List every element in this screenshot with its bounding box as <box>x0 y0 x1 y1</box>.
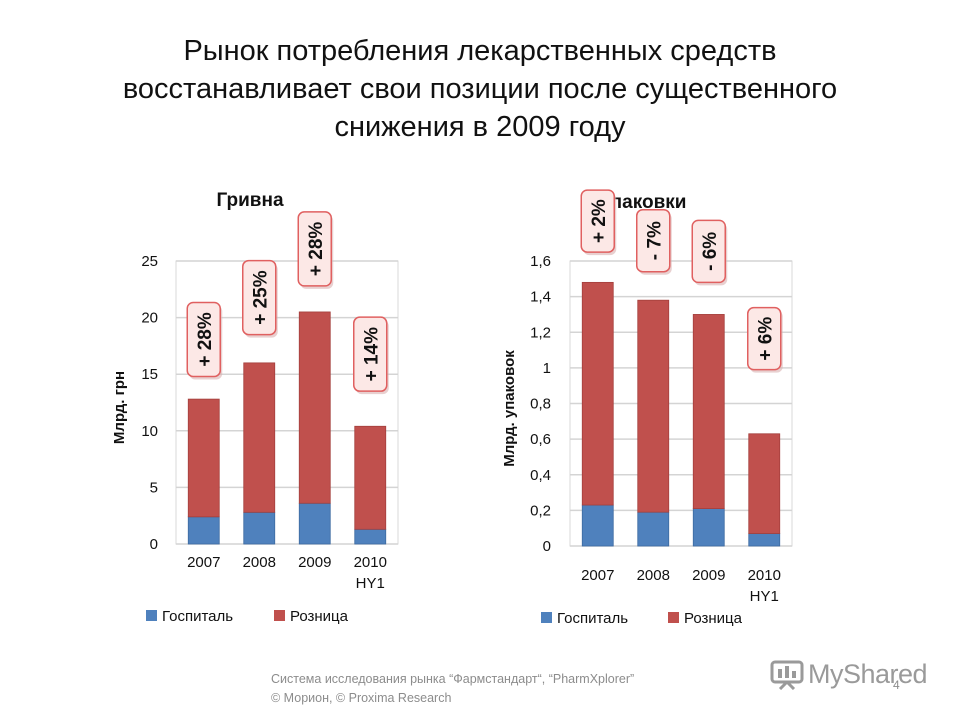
chart2-bar-hospital <box>637 511 670 547</box>
chart1-growth-label: + 28% <box>195 312 216 367</box>
chart2-y-tick-label: 1,4 <box>530 289 551 306</box>
chart2-y-tick-label: 0,8 <box>530 396 551 413</box>
chart1-x-tick-label: 2009 <box>298 554 331 571</box>
chart1-x-tick-label: HY1 <box>356 575 385 592</box>
chart1-bar-hospital <box>354 528 387 545</box>
chart1-bar-retail <box>243 362 276 513</box>
chart1-growth-badge <box>186 301 221 378</box>
chart2-y-axis-label: Млрд. упаковок <box>501 350 518 467</box>
chart2-growth-label: + 2% <box>589 199 610 243</box>
chart1-y-axis-label: Млрд. грн <box>111 371 128 444</box>
chart1-legend-label: Розница <box>290 608 349 625</box>
watermark: MyShared <box>770 656 928 692</box>
chart2-legend-label: Розница <box>684 610 743 627</box>
chart1-y-tick-label: 5 <box>150 479 158 496</box>
chart2-bar-retail <box>748 433 781 534</box>
chart2-growth-label: - 7% <box>644 221 665 260</box>
chart1-legend-swatch <box>146 610 157 621</box>
chart1-y-tick-label: 15 <box>141 366 158 383</box>
chart1-x-tick-label: 2007 <box>187 554 220 571</box>
chart1-bar-retail <box>187 398 220 518</box>
chart1-title: Гривна <box>216 190 283 211</box>
chart2-y-tick-label: 1,2 <box>530 324 551 341</box>
chart2-growth-badge <box>747 306 782 371</box>
chart2-y-tick-label: 1 <box>543 360 551 377</box>
chart1-bar-retail <box>354 425 387 530</box>
chart1-x-tick-label: 2010 <box>354 554 387 571</box>
chart1-growth-label: + 14% <box>361 327 382 382</box>
chart1-bar-hospital <box>298 502 331 545</box>
chart2-legend-label: Госпиталь <box>557 610 628 627</box>
chart1-x-tick-label: 2008 <box>243 554 276 571</box>
chart2-growth-label: - 6% <box>700 232 721 271</box>
chart1-legend-label: Госпиталь <box>162 608 233 625</box>
chart1-bar-hospital <box>243 511 276 545</box>
chart2-bar-retail <box>581 281 614 506</box>
chart2-legend-swatch <box>541 612 552 623</box>
chart2-bar-hospital <box>748 533 781 547</box>
chart1-growth-label: + 25% <box>250 270 271 325</box>
chart1-y-tick-label: 10 <box>141 423 158 440</box>
chart2-growth-badge <box>636 208 671 273</box>
chart2-bar-retail <box>692 314 725 509</box>
presentation-board-icon <box>770 660 804 690</box>
chart1-growth-badge <box>297 211 332 287</box>
chart2-x-tick-label: HY1 <box>750 588 779 605</box>
chart1-growth-label: + 28% <box>306 222 327 277</box>
watermark-text: MyShared <box>808 658 928 689</box>
chart2-title: Упаковки <box>600 192 687 213</box>
chart2-bar-retail <box>637 299 670 513</box>
slide-title: Рынок потребления лекарственных средств … <box>122 35 838 143</box>
chart2-y-tick-label: 0,2 <box>530 502 551 519</box>
chart1-y-tick-label: 25 <box>141 253 158 270</box>
chart2-legend-swatch <box>668 612 679 623</box>
chart1-bar-retail <box>298 311 331 504</box>
chart1-legend-swatch <box>274 610 285 621</box>
chart2-x-tick-label: 2008 <box>637 567 670 584</box>
chart2-bar-hospital <box>581 504 614 547</box>
chart2-bar-hospital <box>692 508 725 547</box>
chart1-growth-badge <box>242 259 277 336</box>
chart2-growth-badge <box>691 219 726 284</box>
chart2-x-tick-label: 2010 <box>748 567 781 584</box>
chart2-y-tick-label: 0 <box>543 538 551 555</box>
chart2-x-tick-label: 2009 <box>692 567 725 584</box>
chart2-growth-label: + 6% <box>755 317 776 361</box>
chart2-x-tick-label: 2007 <box>581 567 614 584</box>
chart1-bar-hospital <box>187 516 220 545</box>
chart2-y-tick-label: 0,6 <box>530 431 551 448</box>
source-footer: Система исследования рынка “Фармстандарт… <box>271 672 635 705</box>
chart1-growth-badge <box>353 316 388 392</box>
chart1-y-tick-label: 0 <box>150 536 158 553</box>
chart2-y-tick-label: 0,4 <box>530 467 551 484</box>
chart2-growth-badge <box>580 189 615 253</box>
chart1-y-tick-label: 20 <box>141 310 158 327</box>
page-number: 4 <box>893 678 900 692</box>
chart2-y-tick-label: 1,6 <box>530 253 551 270</box>
